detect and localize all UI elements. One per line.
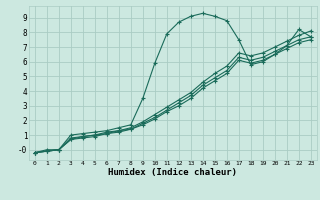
X-axis label: Humidex (Indice chaleur): Humidex (Indice chaleur): [108, 168, 237, 177]
